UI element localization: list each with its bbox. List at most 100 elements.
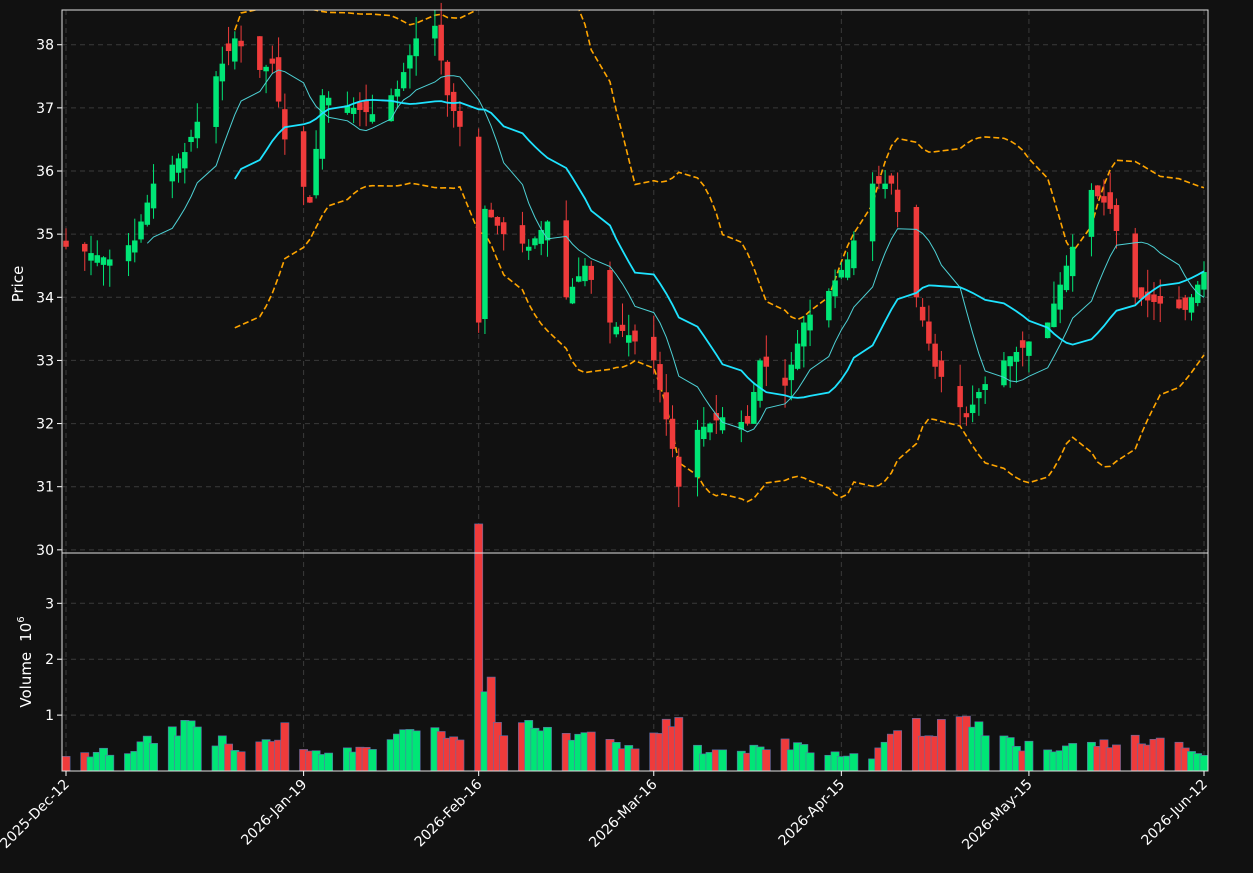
candle-body <box>919 306 926 321</box>
candle-body <box>88 253 94 261</box>
candle-body <box>657 364 663 390</box>
volume-bar <box>1112 744 1121 772</box>
candle-body <box>701 426 707 440</box>
volume-bar <box>630 748 640 772</box>
candle-body <box>882 183 888 190</box>
candle-body <box>150 183 157 209</box>
price-tick-label: 33 <box>36 353 54 369</box>
bollinger-bands <box>234 10 1205 503</box>
candle-body <box>719 417 726 431</box>
volume-axis-label: Volume 106 <box>16 616 35 707</box>
candle-body <box>938 360 945 377</box>
price-tick-label: 31 <box>36 480 54 496</box>
candle-body <box>851 240 857 269</box>
price-tick-label: 35 <box>36 227 54 243</box>
candle-body <box>457 110 463 127</box>
candle-body <box>282 109 288 140</box>
candle-body <box>225 43 232 52</box>
candle-body <box>794 343 801 369</box>
candle-body <box>400 72 407 89</box>
candlestick-series <box>63 2 1207 508</box>
candle-body <box>844 259 851 278</box>
candle-body <box>413 38 419 57</box>
volume-bar <box>1068 743 1078 772</box>
volume-bar <box>411 730 421 772</box>
candle-body <box>1044 322 1051 339</box>
candle-body <box>1001 360 1007 386</box>
volume-bar <box>674 717 684 772</box>
candle-body <box>194 121 201 139</box>
price-tick-label: 37 <box>36 101 54 117</box>
candle-body <box>713 413 720 421</box>
candle-body <box>788 364 795 381</box>
candle-body <box>519 225 526 244</box>
volume-bar <box>61 756 71 772</box>
volume-tick-label: 3 <box>45 596 54 612</box>
candle-body <box>494 216 501 226</box>
candle-body <box>532 238 538 246</box>
candle-body <box>1182 297 1188 310</box>
price-panel: 30 31 32 33 34 35 36 37 38 Price <box>9 2 1209 559</box>
candle-body <box>263 66 269 72</box>
candle-body <box>188 136 194 143</box>
candle-body <box>876 176 882 184</box>
candle-body <box>757 360 763 401</box>
candle-body <box>275 57 282 102</box>
candle-body <box>1144 291 1151 301</box>
candle-body <box>1151 294 1157 303</box>
volume-bar <box>236 751 246 772</box>
candle-body <box>888 175 895 184</box>
candle-body <box>325 97 332 106</box>
slow-moving-average-line <box>234 98 1205 399</box>
price-tick-label: 34 <box>36 290 54 306</box>
volume-bar <box>499 735 509 772</box>
candle-body <box>782 377 788 386</box>
candle-body <box>1069 246 1076 277</box>
candle-body <box>1132 233 1138 298</box>
candle-body <box>869 183 876 242</box>
candle-body <box>357 102 363 110</box>
candle-body <box>1013 352 1020 362</box>
candle-body <box>1176 299 1182 309</box>
candle-body <box>307 197 313 203</box>
volume-axis-label-text: Volume <box>17 652 35 708</box>
candle-body <box>744 415 751 424</box>
candle-body <box>350 107 357 114</box>
volume-tick-label: 2 <box>45 652 54 668</box>
volume-bar <box>149 743 158 772</box>
candle-body <box>238 40 244 47</box>
candle-body <box>475 136 482 323</box>
candle-body <box>932 343 938 367</box>
volume-bar <box>980 735 990 772</box>
candle-body <box>707 423 713 433</box>
volume-axis-exponent-power: 6 <box>16 616 27 622</box>
candle-body <box>63 240 69 247</box>
volume-bar <box>1155 737 1165 772</box>
price-tick-label: 36 <box>36 164 54 180</box>
price-tick-label: 32 <box>36 417 54 433</box>
candle-body <box>388 95 394 122</box>
volume-bar <box>280 722 290 772</box>
candle-body <box>801 322 807 347</box>
candle-body <box>676 456 682 487</box>
candle-body <box>738 421 745 430</box>
volume-bar <box>761 749 771 772</box>
volume-bar <box>718 749 727 772</box>
volume-bar <box>893 730 903 772</box>
candle-body <box>94 255 101 263</box>
candle-body <box>1101 196 1107 203</box>
candle-body <box>313 148 319 196</box>
candle-body <box>232 38 238 62</box>
candle-body <box>694 429 701 478</box>
candle-body <box>1094 185 1101 197</box>
candle-body <box>488 209 494 218</box>
price-axis-label: Price <box>9 266 27 303</box>
candle-body <box>913 207 920 298</box>
price-y-ticks: 30 31 32 33 34 35 36 37 38 <box>36 38 62 559</box>
candle-body <box>544 221 551 241</box>
candle-body <box>1138 287 1145 299</box>
volume-tick-label: 1 <box>45 708 54 724</box>
candle-body <box>625 335 632 343</box>
candle-body <box>957 386 963 408</box>
